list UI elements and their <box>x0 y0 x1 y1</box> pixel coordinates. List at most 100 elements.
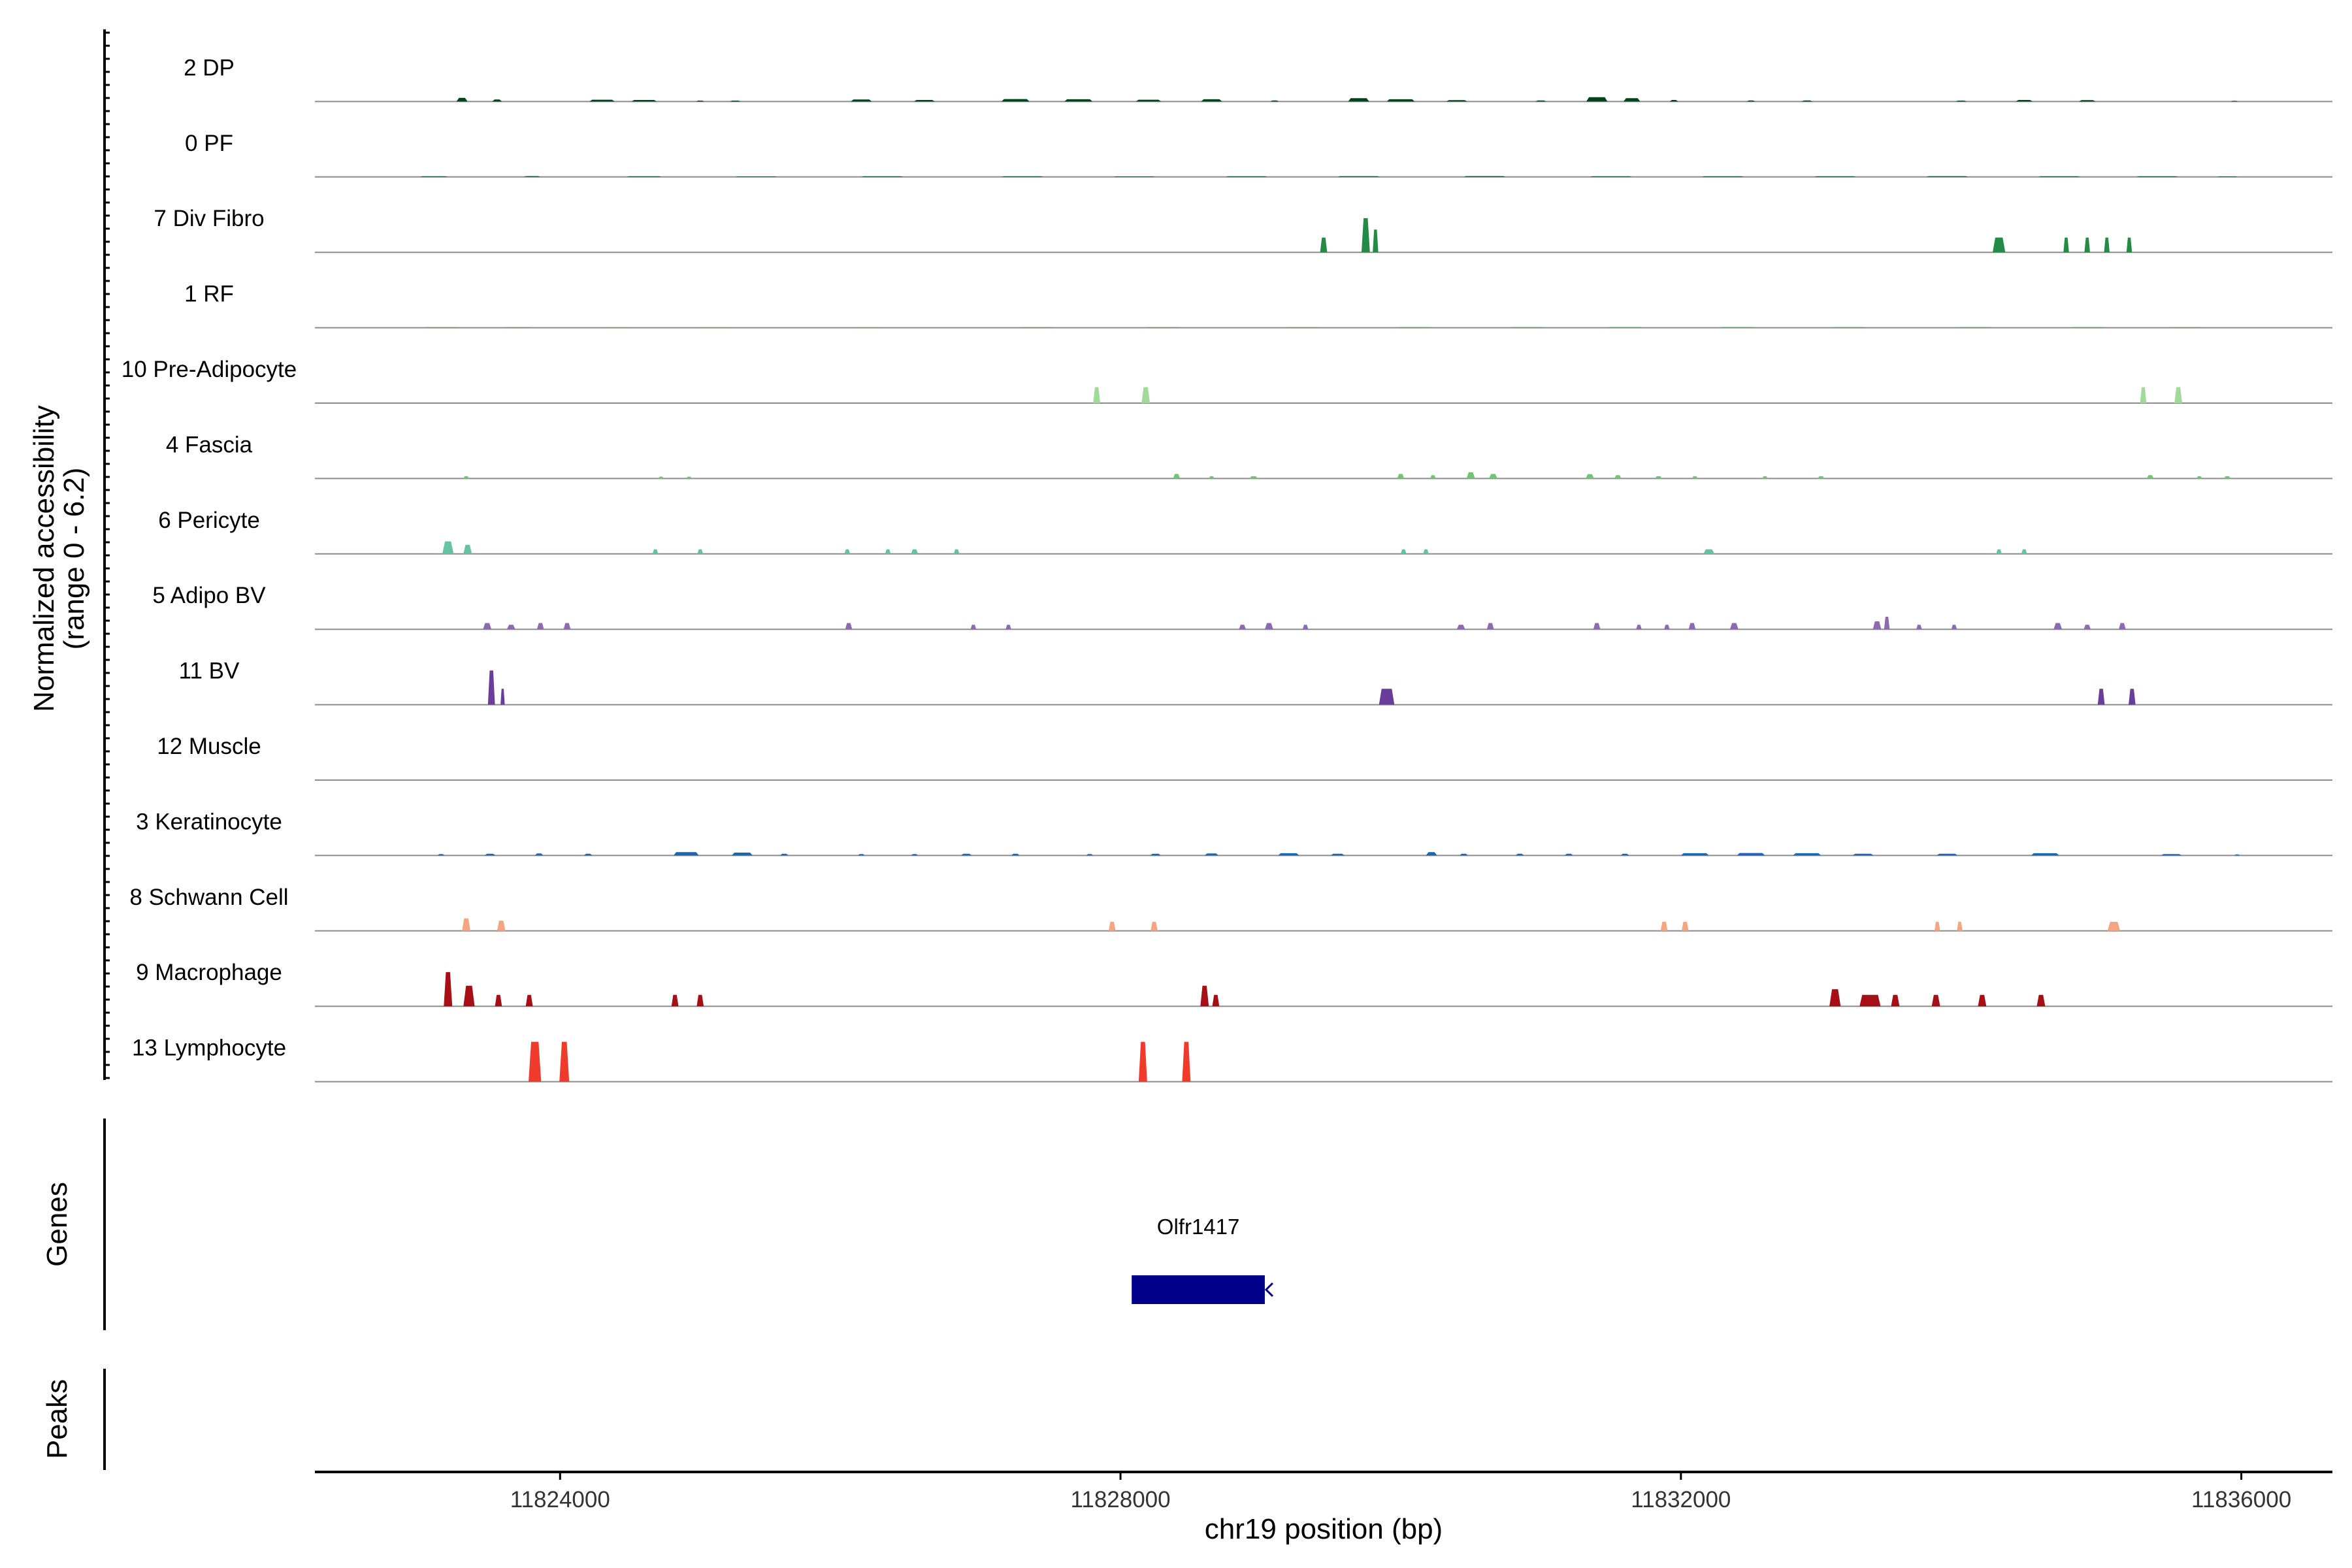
coverage-peak <box>2083 625 2091 630</box>
coverage-peak <box>2126 237 2132 253</box>
coverage-peak <box>1884 617 1890 630</box>
coverage-peak <box>913 100 935 102</box>
coverage-peak <box>1729 623 1739 630</box>
track-2-dp: 2 DP <box>184 55 2332 103</box>
coverage-peak <box>696 994 704 1007</box>
peaks-panel-title: Peaks <box>41 1379 73 1459</box>
coverage-peak <box>2107 921 2121 931</box>
x-axis-ticks: 11824000 11828000 11832000 11836000 <box>510 1472 2291 1512</box>
track-7-div-fibro: 7 Div Fibro <box>154 206 2332 253</box>
coverage-peak <box>1113 176 1156 177</box>
coverage-peak <box>462 918 470 931</box>
coverage-peak <box>1623 98 1641 102</box>
x-tick-label: 11828000 <box>1070 1487 1170 1512</box>
coverage-peak <box>885 549 891 554</box>
coverage-peak <box>854 327 883 328</box>
track-11-bv: 11 BV <box>179 659 2332 706</box>
coverage-peak <box>423 327 459 328</box>
coverage-peak <box>2223 476 2231 479</box>
coverage-peak <box>1586 474 1594 479</box>
coverage-peak <box>2146 475 2154 479</box>
coverage-peak <box>2016 100 2033 102</box>
coverage-peak <box>463 476 469 479</box>
coverage-peak <box>1423 549 1429 554</box>
coverage-peak <box>483 623 492 630</box>
coverage-peak <box>1150 853 1162 856</box>
track-label: 0 PF <box>185 131 233 156</box>
track-label: 9 Macrophage <box>136 960 282 985</box>
coverage-peak <box>1978 994 1987 1007</box>
coverage-peak <box>1746 100 1756 102</box>
coverage-peak <box>1957 327 1993 328</box>
coverage-peak <box>563 623 571 630</box>
coverage-peak <box>1535 100 1546 102</box>
coverage-peak <box>1135 99 1162 102</box>
coverage-peak <box>1935 921 1940 931</box>
x-tick-label: 11832000 <box>1631 1487 1731 1512</box>
coverage-peak <box>1337 176 1380 177</box>
coverage-peak <box>2234 854 2240 856</box>
coverage-peak <box>1093 387 1100 403</box>
coverage-peak <box>1204 853 1219 856</box>
coverage-peak <box>658 476 664 479</box>
coverage-peak <box>1515 853 1524 856</box>
coverage-peak <box>1829 989 1841 1007</box>
track-10-pre-adipocyte: 10 Pre-Adipocyte <box>122 357 2332 404</box>
coverage-peak <box>2036 994 2046 1007</box>
coverage-peak <box>735 176 777 177</box>
coverage-peak <box>2136 176 2179 177</box>
track-4-fascia: 4 Fascia <box>166 432 2332 480</box>
coverage-peak <box>780 853 789 856</box>
coverage-peak <box>2161 854 2182 856</box>
coverage-peak <box>1692 476 1698 479</box>
coverage-peak <box>1703 549 1715 554</box>
coverage-peak <box>960 853 972 856</box>
coverage-peak <box>487 670 495 705</box>
coverage-peak <box>456 97 468 102</box>
coverage-peak <box>1270 100 1279 102</box>
coverage-peak <box>911 549 919 554</box>
coverage-peak <box>2084 237 2090 253</box>
coverage-peak <box>1737 853 1765 856</box>
coverage-peak <box>1173 474 1181 479</box>
coverage-peak <box>845 623 853 630</box>
coverage-peak <box>2031 853 2059 856</box>
coverage-peak <box>1108 921 1116 931</box>
coverage-peak <box>2119 623 2126 630</box>
coverage-peak <box>631 100 657 102</box>
track-6-pericyte: 6 Pericyte <box>158 508 2332 555</box>
coverage-peak <box>2038 176 2080 177</box>
coverage-peak <box>1001 176 1044 177</box>
coverage-peak <box>1660 921 1668 931</box>
track-13-lymphocyte: 13 Lymphocyte <box>132 1036 2332 1083</box>
coverage-peak <box>2197 476 2202 479</box>
coverage-peak <box>1859 994 1881 1007</box>
coverage-peak <box>1636 625 1642 630</box>
coverage-peak <box>911 854 919 856</box>
genes-panel-title: Genes <box>41 1182 73 1267</box>
track-3-keratinocyte: 3 Keratinocyte <box>136 809 2332 857</box>
coverage-peak <box>1386 99 1415 102</box>
coverage-peak <box>536 623 544 630</box>
coverage-peak <box>671 994 679 1007</box>
coverage-peak <box>442 541 454 554</box>
track-1-rf: 1 RF <box>184 282 2332 329</box>
x-axis-title: chr19 position (bp) <box>1205 1513 1443 1545</box>
coverage-peak <box>1620 853 1629 856</box>
coverage-peak <box>627 176 662 177</box>
track-label: 10 Pre-Adipocyte <box>122 357 297 382</box>
coverage-peak <box>1916 625 1922 630</box>
coverage-peak <box>1348 98 1369 102</box>
coverage-peak <box>2140 387 2147 403</box>
track-label: 3 Keratinocyte <box>136 809 282 834</box>
coverage-peak <box>1681 921 1689 931</box>
coverage-peak <box>1426 852 1437 856</box>
coverage-peak <box>495 994 502 1007</box>
coverage-peak <box>463 544 472 554</box>
coverage-peak <box>529 1041 542 1082</box>
coverage-peak <box>1212 994 1220 1007</box>
coverage-peak <box>444 972 453 1007</box>
coverage-peak <box>1486 623 1494 630</box>
coverage-peak <box>1466 472 1475 479</box>
coverage-peak <box>1397 474 1405 479</box>
